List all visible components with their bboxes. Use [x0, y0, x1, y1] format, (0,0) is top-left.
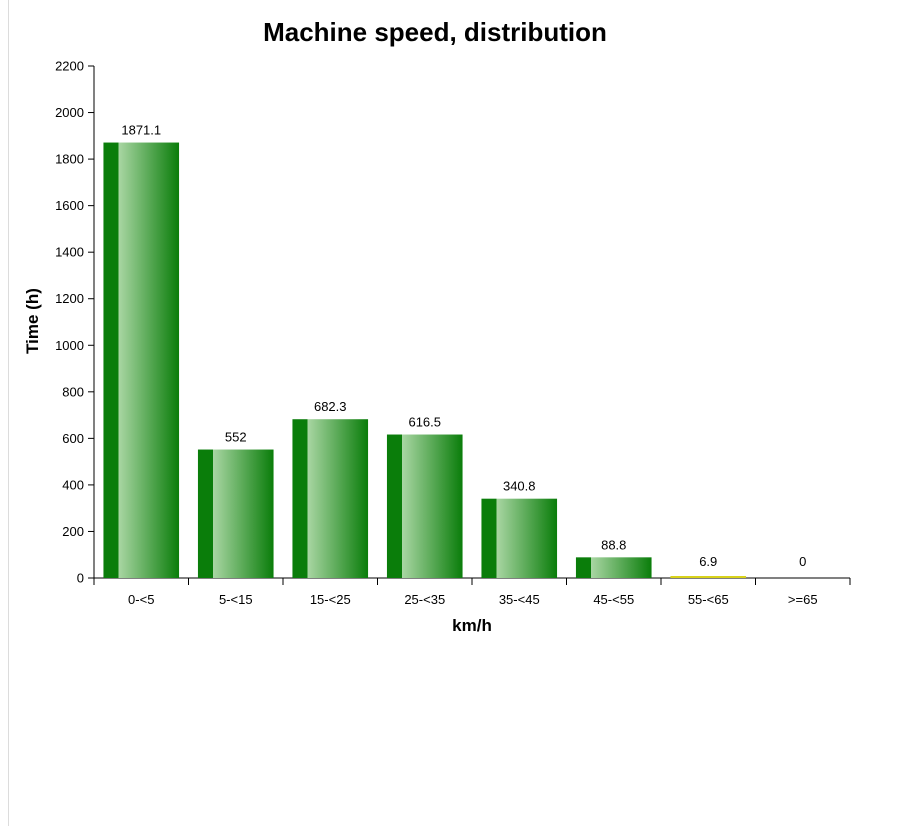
y-axis-title: Time (h): [23, 288, 42, 354]
bar: [481, 498, 558, 578]
bar: [103, 142, 180, 578]
bar-value-label: 6.9: [699, 554, 717, 569]
y-tick-label: 1000: [55, 338, 84, 353]
bar: [670, 576, 747, 578]
x-tick-label: 0-<5: [128, 592, 154, 607]
x-tick-label: 45-<55: [593, 592, 634, 607]
y-axis-ticks: 0 200 400 600 800 1000 1200 1400 1600 1800 2000 220…: [55, 59, 94, 586]
bar: [292, 419, 369, 578]
y-tick-label: 1800: [55, 152, 84, 167]
bar-series: [103, 142, 747, 578]
x-axis-ticks: 0-<5 5-<15 15-<25 25-<35 35-<45 45-<55 55-<65 >…: [93, 578, 851, 607]
y-tick-label: 0: [77, 571, 84, 586]
bar-value-label: 1871.1: [121, 123, 161, 138]
bar-value-label: 88.8: [601, 537, 626, 552]
bar-value-label: 340.8: [503, 479, 536, 494]
y-tick-label: 2200: [55, 59, 84, 74]
bar: [386, 434, 463, 578]
y-tick-label: 1200: [55, 291, 84, 306]
data-labels: 1871.1 552 682.3 616.5 340.8 88.8 6.9 0: [121, 123, 806, 569]
x-tick-label: 15-<25: [310, 592, 351, 607]
y-tick-label: 1400: [55, 245, 84, 260]
bar: [197, 449, 274, 578]
bar-value-label: 0: [799, 554, 806, 569]
y-tick-label: 2000: [55, 105, 84, 120]
x-tick-label: 25-<35: [404, 592, 445, 607]
x-tick-label: 35-<45: [499, 592, 540, 607]
bar-value-label: 682.3: [314, 399, 347, 414]
bar-value-label: 616.5: [408, 415, 441, 430]
y-tick-label: 200: [62, 524, 84, 539]
x-axis-title: km/h: [452, 616, 492, 635]
bar: [575, 557, 652, 578]
y-tick-label: 600: [62, 431, 84, 446]
x-tick-label: >=65: [788, 592, 818, 607]
y-tick-label: 1600: [55, 198, 84, 213]
chart-title: Machine speed, distribution: [263, 17, 607, 47]
bar-value-label: 552: [225, 430, 247, 445]
x-tick-label: 55-<65: [688, 592, 729, 607]
y-tick-label: 800: [62, 384, 84, 399]
y-tick-label: 400: [62, 477, 84, 492]
page-left-border: [8, 0, 9, 826]
x-tick-label: 5-<15: [219, 592, 253, 607]
